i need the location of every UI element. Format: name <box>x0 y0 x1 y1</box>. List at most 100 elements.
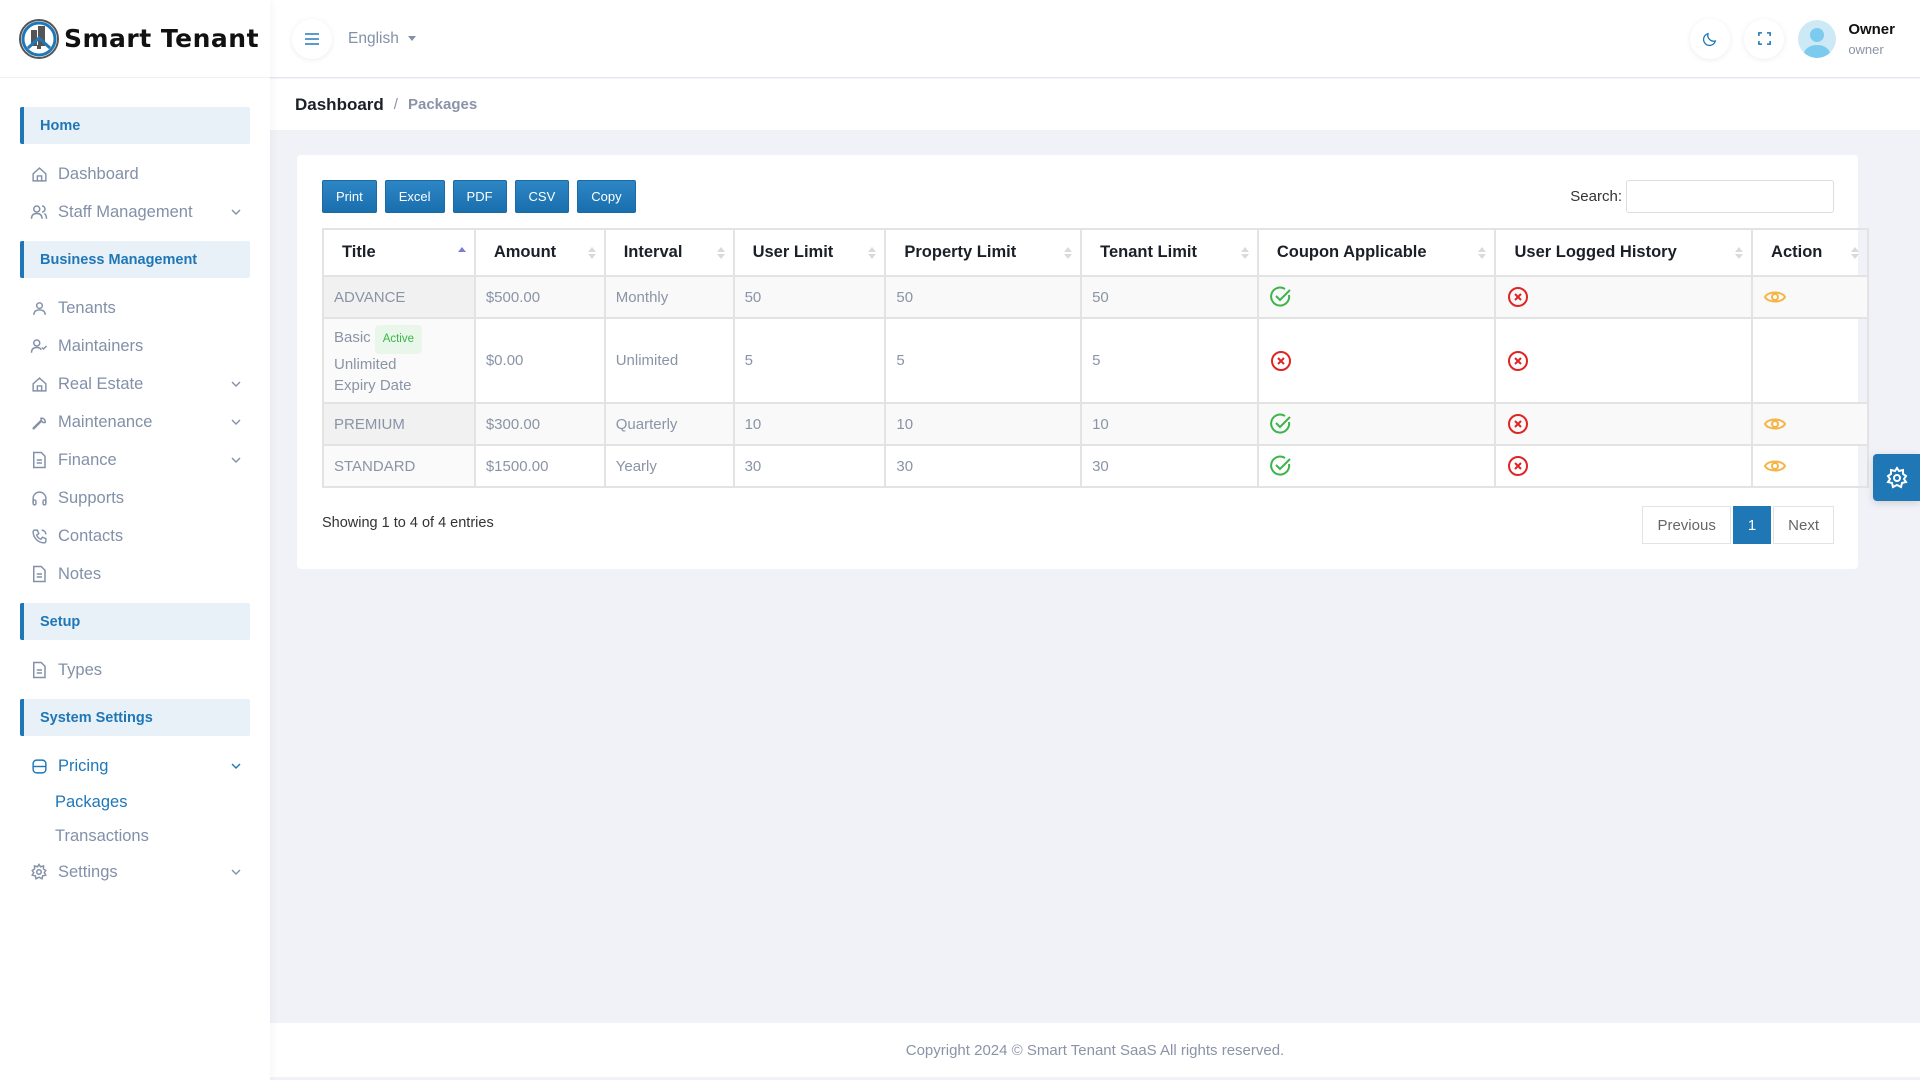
cell-tenant-limit: 30 <box>1080 444 1259 488</box>
eye-icon[interactable] <box>1763 454 1787 478</box>
cell-logged-history <box>1494 317 1754 404</box>
packages-card: Print Excel PDF CSV Copy Search: Title A… <box>297 155 1869 569</box>
sidebar-item-staff-management[interactable]: Staff Management <box>0 193 270 231</box>
caret-down-icon <box>407 36 416 41</box>
breadcrumb-separator: / <box>393 96 398 113</box>
sidebar-subitem-transactions[interactable]: Transactions <box>55 826 149 845</box>
sidebar-subitem-packages[interactable]: Packages <box>55 792 128 811</box>
user-name: Owner <box>1848 20 1895 38</box>
eye-icon[interactable] <box>1763 285 1787 309</box>
chevron-down-icon <box>231 419 241 425</box>
previous-page-button[interactable]: Previous <box>1642 506 1731 544</box>
user-check-icon <box>30 337 48 355</box>
table-info: Showing 1 to 4 of 4 entries <box>322 515 494 531</box>
avatar[interactable] <box>1798 19 1837 58</box>
section-setup: Setup <box>20 603 250 640</box>
menu-toggle-button[interactable] <box>292 18 332 59</box>
sidebar-item-settings[interactable]: Settings <box>0 853 270 891</box>
sidebar-nav: Home Dashboard Staff Management Business… <box>0 78 270 891</box>
app-name: Smart Tenant <box>64 24 260 53</box>
cell-property-limit: 30 <box>884 444 1083 488</box>
column-header-title[interactable]: Title <box>322 228 476 277</box>
cell-property-limit: 5 <box>884 317 1083 404</box>
gear-icon <box>1885 465 1908 488</box>
sidebar-item-supports[interactable]: Supports <box>0 479 270 517</box>
sidebar-item-real-estate[interactable]: Real Estate <box>0 365 270 403</box>
column-header-action[interactable]: Action <box>1751 228 1869 277</box>
excel-button[interactable]: Excel <box>384 180 445 213</box>
sidebar-item-maintenance[interactable]: Maintenance <box>0 403 270 441</box>
fullscreen-icon <box>1757 32 1771 45</box>
sort-icon <box>1240 246 1249 259</box>
column-header-amount[interactable]: Amount <box>473 228 606 277</box>
column-header-property-limit[interactable]: Property Limit <box>884 228 1083 277</box>
cell-interval: Monthly <box>603 275 735 319</box>
cell-tenant-limit: 50 <box>1080 275 1259 319</box>
fullscreen-button[interactable] <box>1744 18 1785 59</box>
sidebar-item-contacts[interactable]: Contacts <box>0 517 270 555</box>
breadcrumb: Dashboard / Packages <box>270 79 1920 130</box>
search-input[interactable] <box>1626 180 1834 213</box>
headphones-icon <box>30 489 48 507</box>
table-row: ADVANCE $500.00 Monthly 50 50 50 <box>322 275 1869 319</box>
column-header-coupon-applicable[interactable]: Coupon Applicable <box>1256 228 1497 277</box>
home-icon <box>30 165 48 183</box>
document-icon <box>30 661 48 679</box>
column-header-tenant-limit[interactable]: Tenant Limit <box>1080 228 1259 277</box>
sidebar-item-finance[interactable]: Finance <box>0 441 270 479</box>
copyright-text: Copyright 2024 © Smart Tenant SaaS All r… <box>905 1041 1285 1059</box>
language-dropdown[interactable]: English <box>348 30 416 48</box>
sidebar-item-maintainers[interactable]: Maintainers <box>0 327 270 365</box>
cell-user-limit: 5 <box>732 317 887 404</box>
table-row: Basic Active Unlimited Expiry Date $0.00 … <box>322 317 1869 404</box>
column-header-interval[interactable]: Interval <box>603 228 735 277</box>
status-badge: Active <box>374 325 423 354</box>
cell-logged-history <box>1494 402 1754 446</box>
sort-icon <box>1851 246 1859 259</box>
cell-amount: $0.00 <box>473 317 606 404</box>
page-1-button[interactable]: 1 <box>1732 506 1772 544</box>
section-home: Home <box>20 107 250 144</box>
column-header-user-limit[interactable]: User Limit <box>732 228 887 277</box>
cell-interval: Unlimited <box>603 317 735 404</box>
export-buttons: Print Excel PDF CSV Copy <box>322 180 644 213</box>
cell-action <box>1751 317 1869 404</box>
logo[interactable]: Smart Tenant <box>0 0 270 78</box>
sidebar-item-dashboard[interactable]: Dashboard <box>0 155 270 193</box>
x-circle-icon <box>1270 350 1291 371</box>
settings-panel-toggle[interactable] <box>1873 454 1920 501</box>
print-button[interactable]: Print <box>322 180 377 213</box>
sidebar-item-pricing[interactable]: Pricing <box>0 747 270 785</box>
phone-icon <box>30 527 48 545</box>
cell-amount: $1500.00 <box>473 444 606 488</box>
sort-icon <box>716 246 725 259</box>
user-icon <box>30 299 48 317</box>
document-icon <box>30 565 48 583</box>
sidebar-item-notes[interactable]: Notes <box>0 555 270 593</box>
top-header: English Owner owner <box>270 0 1920 78</box>
copy-button[interactable]: Copy <box>577 180 636 213</box>
column-header-user-logged-history[interactable]: User Logged History <box>1494 228 1754 277</box>
sidebar-item-tenants[interactable]: Tenants <box>0 289 270 327</box>
next-page-button[interactable]: Next <box>1773 506 1834 544</box>
breadcrumb-dashboard[interactable]: Dashboard <box>295 94 384 114</box>
sort-icon <box>868 246 877 259</box>
cell-coupon <box>1256 402 1497 446</box>
sidebar-item-types[interactable]: Types <box>0 651 270 689</box>
packages-table: Title Amount Interval User Limit Propert… <box>322 228 1869 488</box>
dark-mode-toggle[interactable] <box>1690 18 1731 59</box>
hamburger-icon <box>305 32 319 45</box>
pdf-button[interactable]: PDF <box>452 180 507 213</box>
cell-action <box>1751 444 1869 488</box>
cell-action <box>1751 275 1869 319</box>
logo-icon <box>19 18 59 59</box>
cell-title: ADVANCE <box>322 275 476 319</box>
sort-icon <box>587 246 596 259</box>
user-info[interactable]: Owner owner <box>1848 21 1895 57</box>
check-circle-icon <box>1269 286 1291 307</box>
csv-button[interactable]: CSV <box>514 180 570 213</box>
cell-action <box>1751 402 1869 446</box>
eye-icon[interactable] <box>1763 412 1787 436</box>
cell-amount: $300.00 <box>473 402 606 446</box>
section-business-management: Business Management <box>20 241 250 278</box>
